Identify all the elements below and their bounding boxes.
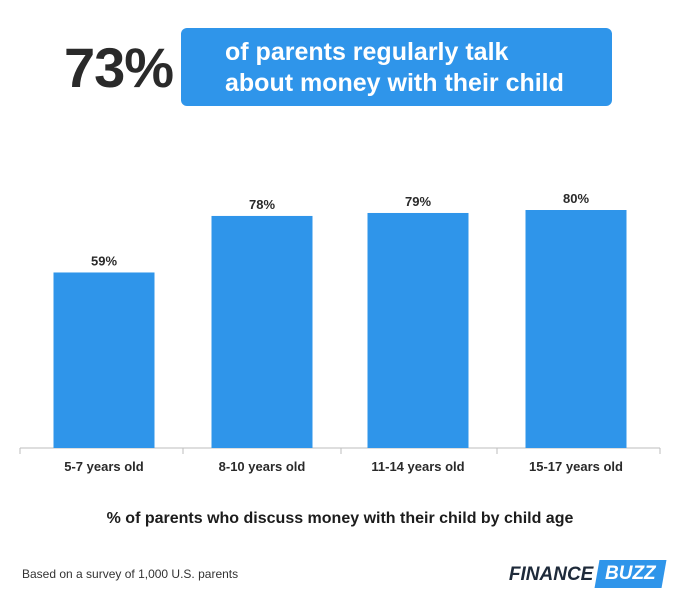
headline-line-2: about money with their child — [225, 69, 564, 97]
bar — [367, 212, 469, 448]
logo-buzz-text: BUZZ — [605, 563, 656, 584]
headline-text: of parents regularly talk about money wi… — [225, 37, 605, 99]
bar-value-label: 59% — [91, 253, 117, 268]
chart-title: % of parents who discuss money with thei… — [106, 510, 574, 527]
bar — [211, 215, 313, 448]
bar — [525, 210, 627, 448]
x-tick-label: 15-17 years old — [529, 459, 623, 474]
headline-banner: of parents regularly talk about money wi… — [181, 28, 612, 106]
x-tick-label: 11-14 years old — [371, 459, 464, 474]
financebuzz-logo: FINANCE BUZZ — [508, 560, 667, 588]
x-tick-label: 8-10 years old — [219, 459, 306, 474]
bar — [53, 272, 155, 448]
logo-finance-text: FINANCE — [508, 564, 594, 585]
headline-line-1: of parents regularly talk — [225, 38, 509, 66]
bar-value-label: 80% — [563, 191, 589, 206]
bar-value-label: 79% — [405, 194, 431, 209]
logo-buzz-badge: BUZZ — [594, 560, 667, 588]
x-tick-label: 5-7 years old — [64, 459, 144, 474]
headline-stat: 73% — [64, 36, 174, 99]
footnote: Based on a survey of 1,000 U.S. parents — [22, 567, 239, 581]
bar-value-label: 78% — [249, 197, 275, 212]
bar-chart: 59% 5-7 years old 78% 8-10 years old 79% 11-1… — [19, 191, 661, 474]
